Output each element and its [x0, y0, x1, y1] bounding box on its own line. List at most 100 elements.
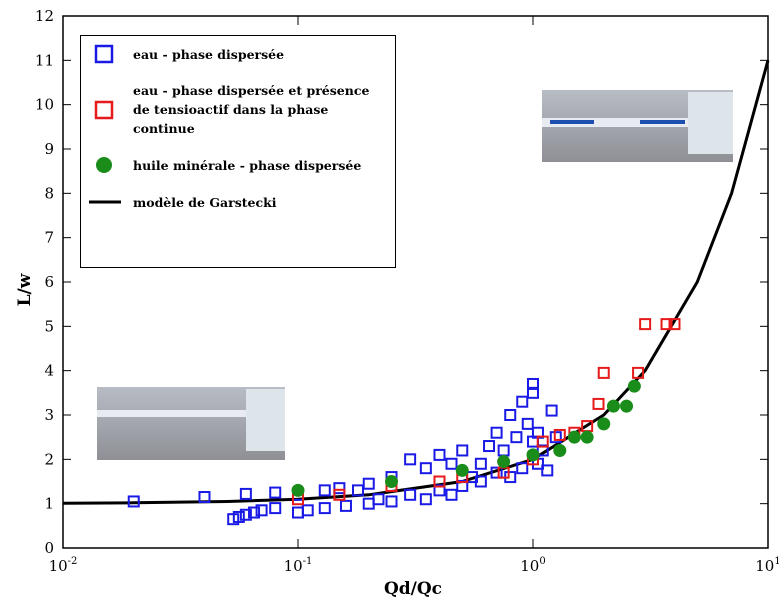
point [255, 504, 268, 517]
y-tick-label: 4 [44, 362, 54, 380]
point [404, 488, 417, 501]
x-tick-label: 101 [755, 556, 779, 575]
point [497, 444, 510, 457]
point [490, 466, 503, 479]
y-axis-label: L/w [15, 273, 35, 306]
y-tick-label: 8 [44, 184, 54, 202]
y-tick-label: 1 [44, 495, 54, 513]
point [620, 399, 634, 413]
point [627, 379, 641, 393]
legend-item: eau - phase dispersée et présence de ten… [87, 81, 389, 138]
point [606, 399, 620, 413]
legend-marker [94, 44, 114, 64]
legend: eau - phase dispersée eau - phase dispers… [80, 35, 396, 268]
y-tick-label: 5 [44, 317, 54, 335]
y-tick-label: 3 [44, 406, 54, 424]
x-tick-label: 100 [520, 556, 545, 575]
model-line [62, 59, 770, 505]
point [127, 495, 140, 508]
y-tick-label: 12 [35, 7, 54, 25]
x-tick-label: 10-2 [49, 556, 78, 575]
x-tick-exponent: 1 [774, 556, 779, 567]
point [490, 426, 503, 439]
point [385, 475, 399, 488]
point [567, 430, 581, 444]
point [597, 417, 611, 431]
point [385, 495, 398, 508]
legend-label: eau - phase dispersée [133, 46, 285, 62]
point [269, 502, 282, 515]
y-tick-label: 7 [44, 229, 54, 247]
point [292, 506, 304, 519]
legend-marker [96, 157, 112, 173]
point [318, 484, 331, 497]
point [497, 455, 511, 469]
point [362, 477, 375, 490]
x-axis-label: Qd/Qc [384, 579, 442, 599]
legend-marker [94, 100, 114, 119]
point [510, 431, 523, 444]
photo-bottom [97, 387, 285, 460]
point [362, 497, 375, 510]
x-tick-label: 10-1 [284, 556, 313, 575]
point [456, 479, 469, 492]
point [291, 483, 305, 497]
y-tick-label: 6 [44, 273, 54, 291]
point [553, 428, 566, 441]
point [419, 493, 432, 506]
legend-label: eau - phase dispersée et présence de ten… [133, 83, 370, 136]
point [521, 417, 534, 430]
point [339, 499, 352, 512]
point [516, 462, 529, 475]
point [668, 318, 681, 331]
point [372, 493, 385, 506]
point [456, 444, 469, 457]
point [445, 457, 458, 470]
legend-symbol [89, 200, 121, 204]
point [474, 475, 487, 488]
x-tick-base: 10 [49, 557, 68, 575]
point [333, 488, 346, 501]
point [445, 488, 458, 501]
legend-symbol [96, 157, 112, 173]
point [516, 395, 529, 408]
x-tick-exponent: -1 [303, 556, 313, 567]
legend-item: eau - phase dispersée [87, 44, 389, 64]
y-tick-label: 9 [44, 140, 54, 158]
point [455, 463, 469, 477]
point [248, 506, 261, 519]
legend-item: huile minérale - phase dispersée [87, 155, 389, 175]
photo-top [542, 90, 733, 162]
point [239, 487, 252, 500]
point [269, 486, 282, 499]
point [404, 453, 417, 466]
x-tick-base: 10 [755, 557, 774, 575]
x-tick-exponent: -2 [68, 556, 78, 567]
point [351, 484, 364, 497]
y-tick-label: 0 [44, 539, 54, 557]
point [592, 397, 605, 410]
point [527, 386, 539, 399]
y-tick-label: 10 [35, 96, 54, 114]
point [301, 504, 314, 517]
legend-item: modèle de Garstecki [87, 192, 389, 212]
x-tick-base: 10 [284, 557, 303, 575]
x-tick-exponent: 0 [539, 556, 545, 567]
point [239, 508, 252, 521]
point [541, 464, 554, 477]
legend-symbol [94, 100, 114, 119]
point [536, 435, 549, 448]
point [419, 462, 432, 475]
point [433, 448, 446, 461]
point [580, 430, 594, 444]
point [639, 318, 652, 331]
point [333, 482, 346, 495]
point [553, 443, 567, 457]
x-tick-base: 10 [520, 557, 539, 575]
legend-label: huile minérale - phase dispersée [133, 157, 362, 173]
point [527, 377, 539, 390]
point [504, 409, 517, 421]
point [483, 440, 496, 453]
